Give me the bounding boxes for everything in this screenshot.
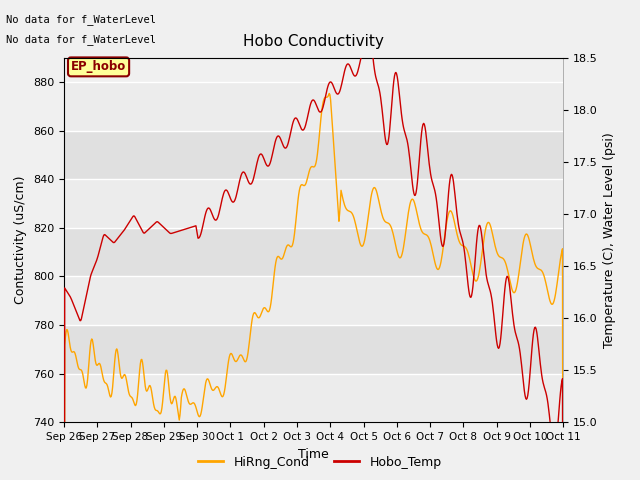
Bar	[64, 276, 563, 325]
Text: EP_hobo: EP_hobo	[71, 60, 126, 73]
Text: No data for f_WaterLevel: No data for f_WaterLevel	[6, 34, 156, 45]
Title: Hobo Conductivity: Hobo Conductivity	[243, 35, 384, 49]
Text: No data for f_WaterLevel: No data for f_WaterLevel	[6, 14, 156, 25]
Legend: HiRng_Cond, Hobo_Temp: HiRng_Cond, Hobo_Temp	[193, 451, 447, 474]
Y-axis label: Contuctivity (uS/cm): Contuctivity (uS/cm)	[15, 176, 28, 304]
X-axis label: Time: Time	[298, 448, 329, 461]
Bar	[64, 131, 563, 179]
Y-axis label: Temperature (C), Water Level (psi): Temperature (C), Water Level (psi)	[604, 132, 616, 348]
Bar	[64, 374, 563, 422]
Bar	[64, 82, 563, 131]
Bar	[64, 179, 563, 228]
Bar	[64, 325, 563, 374]
Bar	[64, 228, 563, 276]
